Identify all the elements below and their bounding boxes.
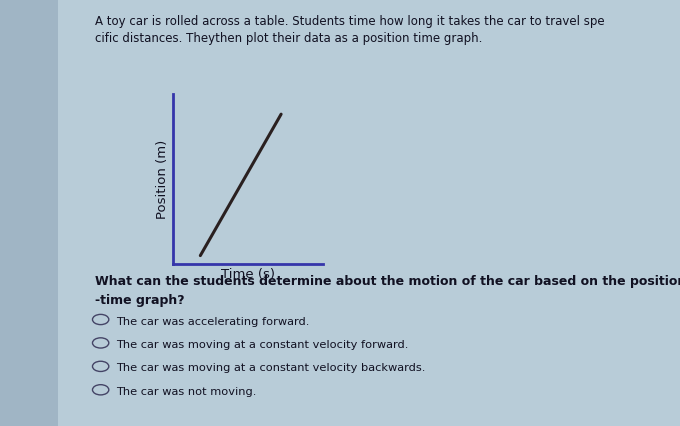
- X-axis label: Time (s): Time (s): [221, 268, 275, 281]
- Text: -time graph?: -time graph?: [95, 294, 185, 307]
- Text: cific distances. Theythen plot their data as a position time graph.: cific distances. Theythen plot their dat…: [95, 32, 483, 45]
- Text: A toy car is rolled across a table. Students time how long it takes the car to t: A toy car is rolled across a table. Stud…: [95, 15, 605, 28]
- Text: The car was accelerating forward.: The car was accelerating forward.: [116, 317, 309, 327]
- Y-axis label: Position (m): Position (m): [156, 139, 169, 219]
- Text: What can the students determine about the motion of the car based on the positio: What can the students determine about th…: [95, 275, 680, 288]
- Text: The car was moving at a constant velocity forward.: The car was moving at a constant velocit…: [116, 340, 408, 350]
- Text: The car was moving at a constant velocity backwards.: The car was moving at a constant velocit…: [116, 363, 425, 374]
- Text: The car was not moving.: The car was not moving.: [116, 387, 256, 397]
